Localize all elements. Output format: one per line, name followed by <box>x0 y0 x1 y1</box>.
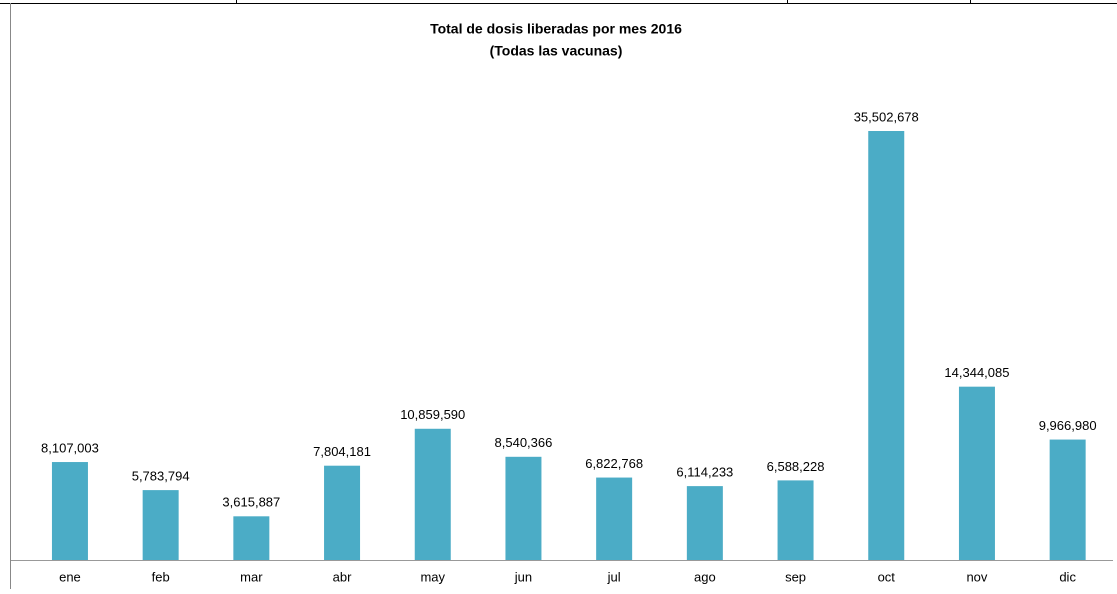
bar <box>142 490 179 560</box>
chart-title: Total de dosis liberadas por mes 2016 <box>430 21 682 37</box>
bar <box>596 477 633 560</box>
value-label: 5,783,794 <box>132 469 190 484</box>
value-label: 35,502,678 <box>854 109 919 124</box>
value-label: 8,540,366 <box>495 435 553 450</box>
bar <box>51 462 88 560</box>
x-tick-label: ene <box>59 569 81 584</box>
x-tick-label: mar <box>240 569 263 584</box>
value-label: 8,107,003 <box>41 440 99 455</box>
x-tick-label: dic <box>1059 569 1076 584</box>
value-label: 6,588,228 <box>767 459 825 474</box>
x-tick-label: jul <box>607 569 621 584</box>
x-tick-label: sep <box>785 569 806 584</box>
value-label: 6,114,233 <box>676 465 733 480</box>
bar <box>324 465 361 560</box>
value-label: 7,804,181 <box>313 444 371 459</box>
bar <box>686 486 723 560</box>
value-label: 6,822,768 <box>585 456 643 471</box>
value-label: 10,859,590 <box>400 407 465 422</box>
x-tick-label: jun <box>514 569 532 584</box>
value-label: 3,615,887 <box>222 495 280 510</box>
x-tick-label: nov <box>966 569 987 584</box>
value-label: 14,344,085 <box>944 365 1009 380</box>
bar <box>233 516 270 560</box>
x-tick-label: may <box>420 569 445 584</box>
x-tick-label: abr <box>333 569 352 584</box>
bar <box>958 386 995 560</box>
bar <box>777 480 814 560</box>
x-tick-label: oct <box>878 569 896 584</box>
bar <box>414 428 451 560</box>
chart-subtitle: (Todas las vacunas) <box>490 43 623 59</box>
bar <box>1049 439 1086 560</box>
x-tick-label: ago <box>694 569 716 584</box>
value-label: 9,966,980 <box>1039 418 1097 433</box>
bar <box>505 456 542 560</box>
cell-borders <box>0 0 1117 4</box>
x-tick-label: feb <box>152 569 170 584</box>
bar <box>868 131 905 560</box>
